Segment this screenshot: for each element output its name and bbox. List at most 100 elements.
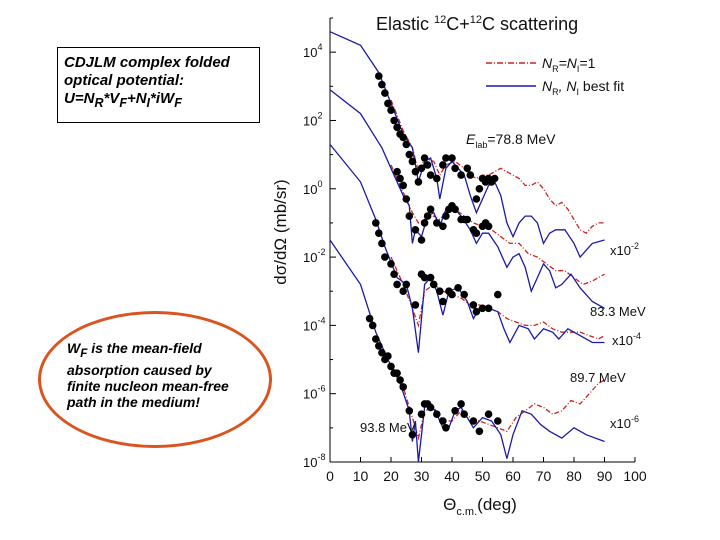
data-point [451, 205, 459, 214]
x-tick-label: 20 [383, 468, 399, 484]
data-point [420, 273, 429, 282]
y-tick-label: 10-6 [303, 384, 325, 402]
x-tick-label: 10 [353, 468, 369, 484]
absorption-w: W [67, 340, 81, 356]
data-point [426, 403, 435, 412]
data-point [372, 219, 380, 227]
data-point [375, 229, 383, 237]
legend-fixed-p0: N [542, 55, 553, 71]
potential-line-1: CDJLM complex folded [64, 54, 230, 71]
data-point [393, 280, 401, 289]
data-point [439, 417, 447, 425]
data-point [365, 314, 374, 323]
data-point [387, 106, 395, 114]
y-tick-base: 10 [303, 113, 317, 128]
data-point [429, 280, 438, 289]
data-point [375, 72, 383, 80]
scale-2-sup: -4 [633, 331, 641, 341]
data-point [384, 352, 392, 360]
y-tick-exponent: -4 [317, 315, 325, 325]
potential-text-box: CDJLM complex folded optical potential: … [57, 47, 260, 123]
data-point [484, 410, 493, 419]
data-point [457, 400, 465, 408]
data-point [448, 154, 456, 162]
legend-fixed-p1: R [552, 64, 559, 74]
potential-formula: U=NR*VF+NI*iWF [64, 90, 253, 112]
legend-fit-p3: I [577, 87, 580, 97]
absorption-w-sub: F [80, 346, 88, 360]
y-tick-exponent: -8 [317, 452, 325, 462]
absorption-line-1: WF is the mean-field [67, 340, 247, 362]
data-point [466, 171, 475, 179]
title-mid: C+ [446, 14, 470, 34]
scale-1-sup: -2 [631, 241, 639, 251]
data-point [484, 304, 493, 313]
data-point [411, 167, 420, 176]
data-point [475, 185, 484, 193]
y-tick-label: 10-2 [303, 247, 325, 265]
data-point [423, 161, 432, 169]
data-point [381, 253, 389, 261]
annotations: Elab=78.8 MeV x10-2 83.3 MeV x10-4 89.7 … [360, 131, 646, 435]
data-point [460, 410, 469, 419]
scale-2-main: x10 [612, 333, 633, 348]
data-point [375, 342, 383, 350]
formula-part: *iW [150, 90, 175, 107]
annotation-scale-1: x10-2 [610, 241, 639, 258]
data-point [433, 410, 441, 419]
series-layer [329, 31, 605, 463]
data-point [475, 427, 484, 436]
scale-3-main: x10 [610, 416, 631, 431]
formula-part: +N [126, 90, 147, 107]
y-tick-label: 10-4 [303, 315, 325, 333]
data-point [436, 287, 444, 296]
data-point [417, 164, 426, 173]
x-tick-label: 40 [444, 468, 460, 484]
data-point [484, 222, 493, 231]
data-point [439, 161, 447, 169]
legend-fit-p1: R [552, 87, 559, 97]
data-point [433, 174, 441, 183]
data-point [414, 178, 423, 186]
data-point [420, 154, 429, 162]
potential-line-2: optical potential: [64, 72, 184, 89]
y-tick-base: 10 [303, 182, 317, 197]
data-point [463, 164, 472, 173]
x-tick-label: 90 [597, 468, 613, 484]
data-point [399, 181, 408, 190]
y-tick-base: 10 [303, 318, 317, 333]
title-sup-2: 12 [470, 14, 482, 26]
data-point [494, 290, 502, 299]
data-point [387, 260, 395, 268]
y-tick-label: 104 [303, 42, 322, 60]
data-point [469, 301, 478, 309]
data-point [399, 133, 408, 142]
data-point [368, 321, 377, 330]
data-point [411, 301, 420, 309]
y-tick-exponent: 2 [317, 110, 322, 120]
data-point [390, 270, 398, 279]
formula-sub: F [119, 96, 127, 110]
x-tick-label: 80 [566, 468, 582, 484]
data-point [399, 383, 408, 391]
x-label-theta: Θ [443, 495, 456, 514]
y-tick-exponent: -6 [317, 384, 325, 394]
formula-sub: F [174, 96, 182, 110]
y-tick-label: 102 [303, 110, 322, 128]
annotation-energy-3: 89.7 MeV [570, 370, 626, 385]
data-point [402, 195, 411, 203]
legend-label-fixed: NR=NI=1 [542, 55, 596, 74]
y-tick-base: 10 [303, 387, 317, 402]
data-point [457, 171, 465, 179]
x-tick-label: 0 [326, 468, 334, 484]
data-point [408, 157, 417, 166]
data-point [472, 307, 481, 316]
data-point [426, 273, 435, 282]
data-point [442, 424, 450, 432]
data-point [399, 287, 408, 296]
y-tick-exponent: 0 [317, 179, 322, 189]
data-point [387, 362, 395, 371]
data-point [460, 290, 469, 299]
y-tick-exponent: 4 [317, 42, 322, 52]
